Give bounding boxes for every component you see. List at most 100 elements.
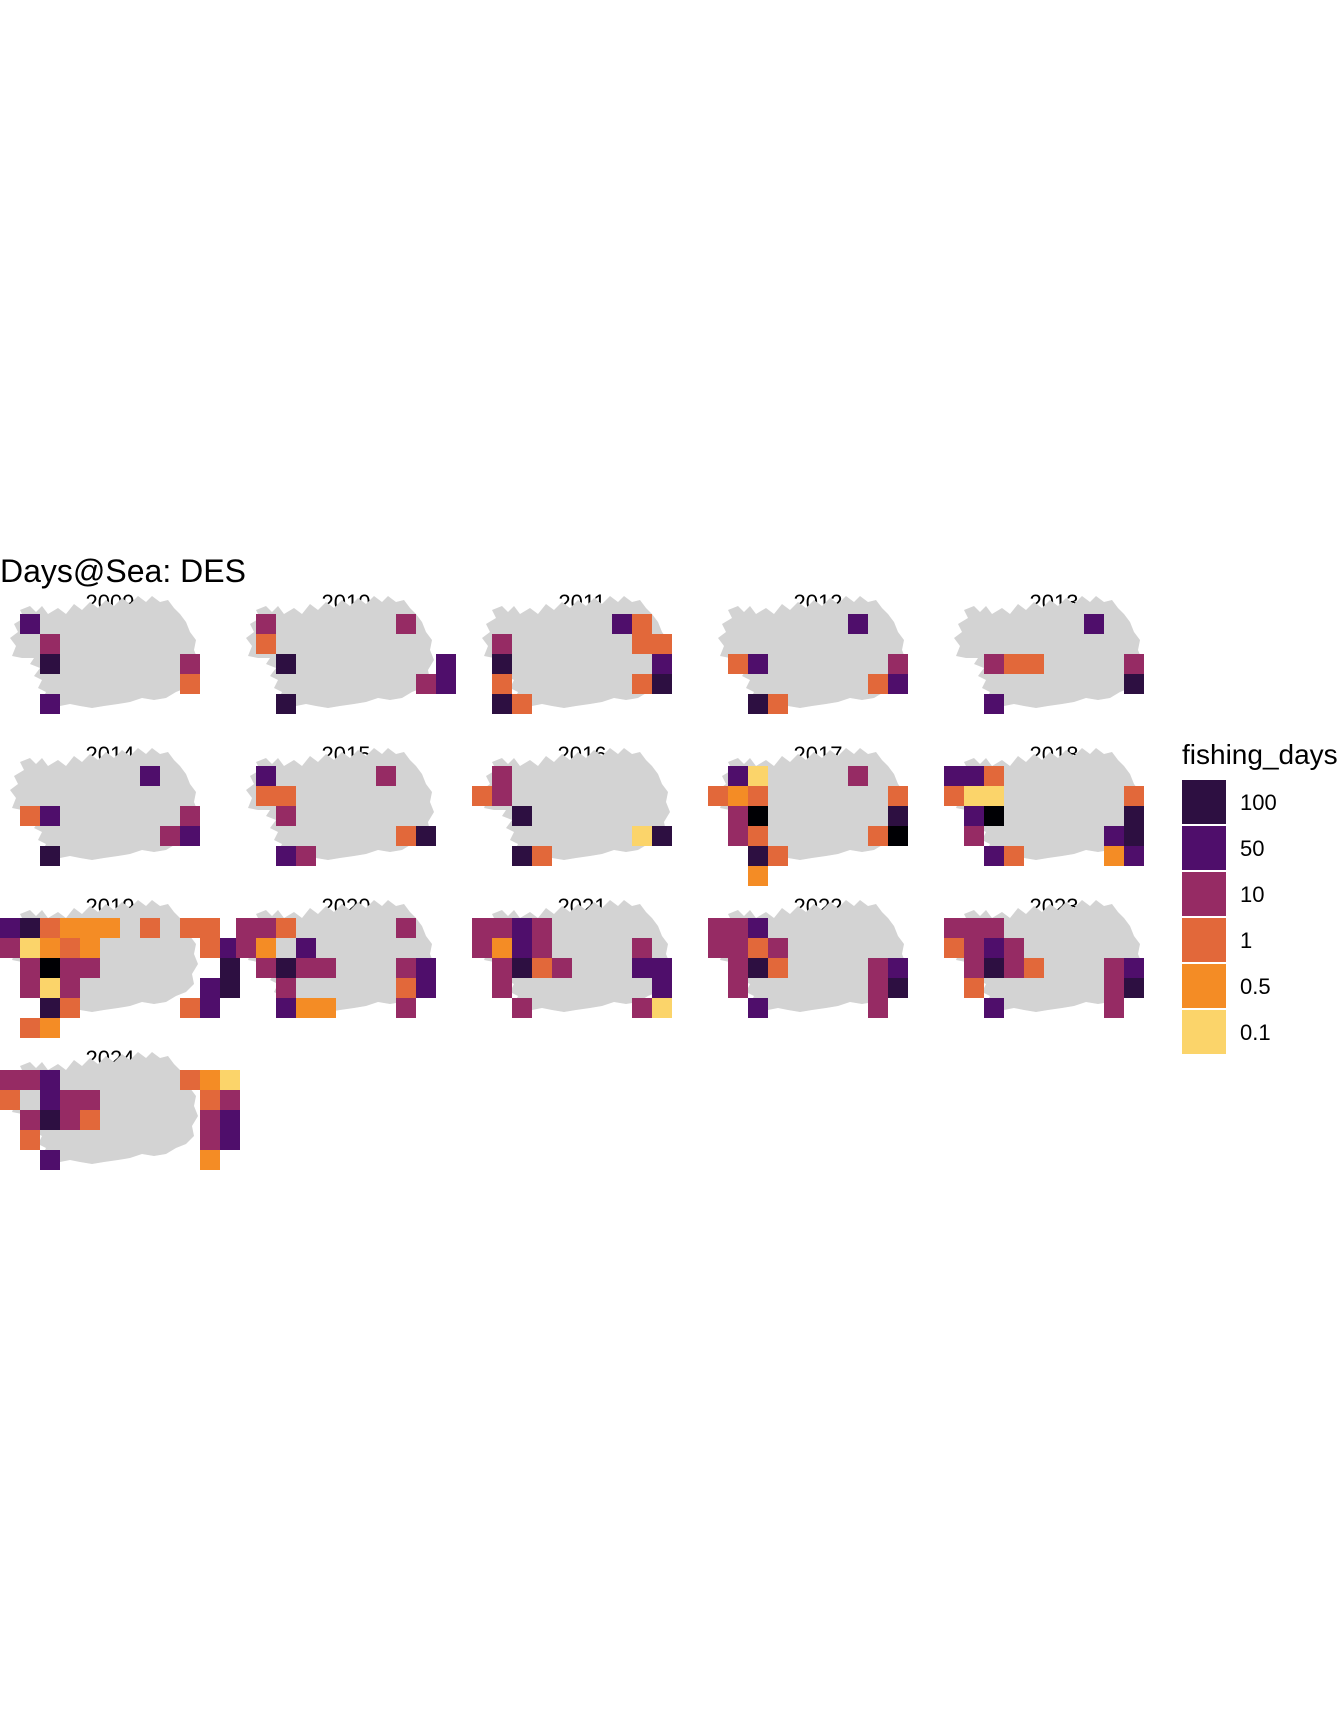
effort-cell [1024,654,1044,674]
effort-cell [140,918,160,938]
effort-cell [200,938,220,958]
effort-cell [652,634,672,654]
effort-cell [1124,654,1144,674]
effort-cell [140,766,160,786]
legend-key-swatch [1182,964,1226,1008]
panel-2012: 2012 [718,590,908,714]
effort-cell [868,674,888,694]
effort-cell [632,674,652,694]
panel-2016: 2016 [472,742,672,866]
effort-cell [40,694,60,714]
effort-cell [652,998,672,1018]
effort-cell [768,846,788,866]
effort-cell [40,918,60,938]
effort-cell [276,958,296,978]
effort-cell [1004,938,1024,958]
facet-panels: 2009 2010 2011 2012 2013 2014 2015 2016 2017 2018… [0,590,1144,1170]
effort-cell [492,634,512,654]
panel-2009: 2009 [10,590,200,714]
effort-cell [512,958,532,978]
effort-cell [984,766,1004,786]
effort-cell [944,766,964,786]
panel-2021: 2021 [472,894,672,1018]
effort-cell [652,978,672,998]
legend-key-label: 10 [1240,882,1264,907]
iceland-landmass [10,596,198,708]
effort-cell [492,694,512,714]
legend-key-label: 0.5 [1240,974,1271,999]
effort-cell [220,1070,240,1090]
effort-cell [652,674,672,694]
effort-cell [748,694,768,714]
iceland-landmass [954,596,1142,708]
effort-cell [984,918,1004,938]
effort-cell [1024,958,1044,978]
legend-key-swatch [1182,918,1226,962]
effort-cell [40,978,60,998]
effort-cell [748,806,768,826]
effort-cell [632,634,652,654]
panel-2020: 2020 [236,894,436,1018]
legend-key-swatch [1182,1010,1226,1054]
effort-cell [964,806,984,826]
effort-cell [632,826,652,846]
effort-cell [964,978,984,998]
effort-cell [1004,654,1024,674]
effort-cell [964,918,984,938]
effort-cell [436,674,456,694]
effort-cell [180,998,200,1018]
effort-cell [180,654,200,674]
effort-cell [80,1090,100,1110]
effort-cell [180,918,200,938]
effort-cell [396,978,416,998]
effort-cell [1104,998,1124,1018]
effort-cell [632,938,652,958]
effort-cell [40,998,60,1018]
effort-cell [276,654,296,674]
effort-cell [256,918,276,938]
effort-cell [652,654,672,674]
effort-cell [40,958,60,978]
effort-cell [1124,958,1144,978]
effort-cell [20,1018,40,1038]
effort-cell [60,998,80,1018]
effort-cell [20,978,40,998]
effort-cell [984,806,1004,826]
effort-cell [396,614,416,634]
effort-cell [748,826,768,846]
effort-cell [748,766,768,786]
effort-cell [180,1070,200,1090]
effort-cell [1124,786,1144,806]
effort-cell [868,958,888,978]
effort-cell [1124,674,1144,694]
effort-cell [20,918,40,938]
effort-cell [748,938,768,958]
effort-cell [1104,978,1124,998]
effort-cell [200,978,220,998]
effort-cell [256,958,276,978]
effort-cell [40,846,60,866]
effort-cell [492,654,512,674]
effort-cell [1124,978,1144,998]
effort-cell [40,1018,60,1038]
effort-cell [1104,958,1124,978]
effort-cell [256,766,276,786]
effort-cell [964,766,984,786]
effort-cell [768,938,788,958]
effort-cell [60,1090,80,1110]
effort-cell [492,766,512,786]
effort-cell [276,978,296,998]
effort-cell [748,846,768,866]
effort-cell [0,1090,20,1110]
panel-2014: 2014 [10,742,200,866]
effort-cell [868,826,888,846]
panel-2015: 2015 [246,742,436,866]
effort-cell [848,614,868,634]
effort-cell [200,918,220,938]
legend-key-label: 100 [1240,790,1277,815]
effort-cell [256,786,276,806]
effort-cell [512,938,532,958]
panel-2019: 2019 [0,894,240,1038]
effort-cell [652,826,672,846]
